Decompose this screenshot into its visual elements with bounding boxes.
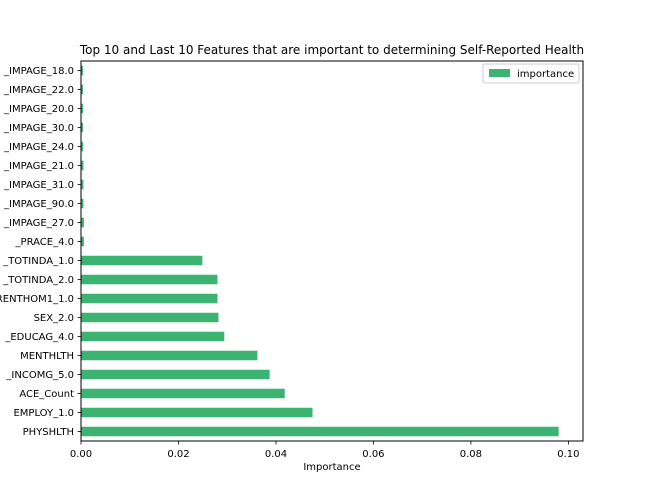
x-tick-label: 0.08: [460, 449, 482, 460]
y-tick-label: _IMPAGE_22.0: [3, 85, 74, 96]
bar: [81, 160, 84, 171]
bar: [81, 65, 83, 76]
y-tick-label: _IMPAGE_18.0: [3, 66, 74, 77]
bar: [81, 255, 203, 266]
y-tick-label: _IMPAGE_31.0: [3, 180, 74, 191]
bar: [81, 84, 83, 95]
y-tick-label: _TOTINDA_2.0: [2, 275, 74, 286]
bar: [81, 141, 83, 152]
bar: [81, 369, 270, 380]
y-tick-label: _IMPAGE_30.0: [3, 123, 74, 134]
y-axis: PHYSHLTH EMPLOY_1.0 ACE_Count _INCOMG_5.0 ME…: [0, 66, 81, 438]
x-tick-label: 0.06: [362, 449, 384, 460]
x-tick-label: 0.02: [167, 449, 189, 460]
bar: [81, 179, 84, 190]
x-tick-label: 0.00: [70, 449, 92, 460]
chart-title: Top 10 and Last 10 Features that are imp…: [79, 43, 584, 57]
legend: importance: [482, 63, 580, 84]
bar: [81, 217, 84, 228]
x-axis: 0.00 0.02 0.04 0.06 0.08 0.10: [70, 441, 580, 460]
y-tick-label: MENTHLTH: [20, 351, 74, 362]
bar: [81, 198, 84, 209]
y-tick-label: _IMPAGE_24.0: [3, 142, 74, 153]
x-tick-label: 0.10: [557, 449, 579, 460]
bar: [81, 274, 218, 285]
bar: [81, 350, 258, 361]
bar: [81, 122, 83, 133]
bars-group: [81, 65, 559, 437]
bar: [81, 103, 83, 114]
bar: [81, 331, 225, 342]
y-tick-label: PHYSHLTH: [23, 427, 74, 438]
y-tick-label: ACE_Count: [19, 389, 74, 400]
bar: [81, 426, 559, 437]
y-tick-label: _IMPAGE_90.0: [3, 199, 74, 210]
y-tick-label: _PRACE_4.0: [15, 237, 74, 248]
legend-swatch: [489, 69, 510, 77]
plot-frame: [80, 60, 584, 442]
bar: [81, 407, 313, 418]
y-tick-label: SEX_2.0: [34, 313, 74, 324]
y-tick-label: _IMPAGE_27.0: [3, 218, 74, 229]
legend-box: [482, 63, 580, 84]
y-tick-label: RENTHOM1_1.0: [0, 294, 74, 305]
legend-label: importance: [517, 69, 574, 80]
x-axis-label: Importance: [303, 462, 360, 473]
y-tick-label: EMPLOY_1.0: [13, 408, 74, 419]
x-tick-label: 0.04: [265, 449, 287, 460]
y-tick-label: _EDUCAG_4.0: [4, 332, 74, 343]
bar: [81, 236, 84, 247]
y-tick-label: _TOTINDA_1.0: [2, 256, 74, 267]
y-tick-label: _IMPAGE_20.0: [3, 104, 74, 115]
bar: [81, 388, 285, 399]
y-tick-label: _INCOMG_5.0: [5, 370, 74, 381]
y-tick-label: _IMPAGE_21.0: [3, 161, 74, 172]
bar: [81, 312, 219, 323]
bar: [81, 293, 218, 304]
